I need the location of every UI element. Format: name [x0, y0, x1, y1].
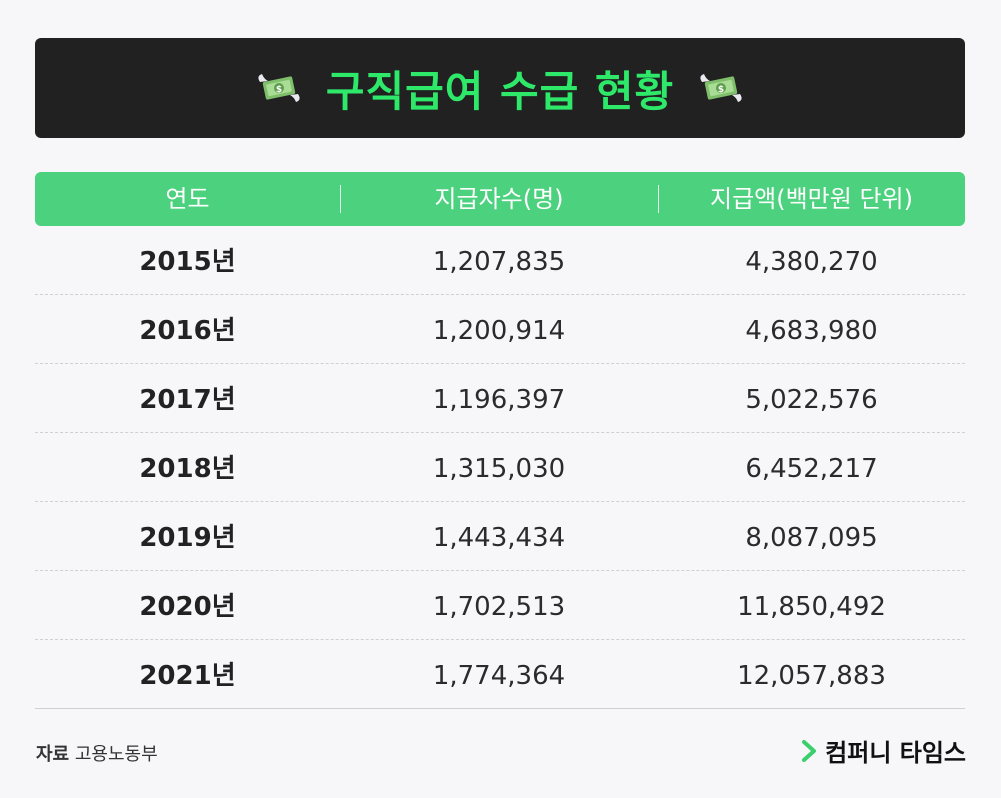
title-bar: $ 구직급여 수급 현황 $	[35, 38, 965, 138]
column-divider	[340, 185, 341, 213]
svg-text:$: $	[718, 85, 724, 95]
count-cell: 1,196,397	[432, 385, 566, 415]
count-cell: 1,702,513	[432, 592, 566, 622]
brand-logo: 컴퍼니 타임스	[801, 733, 966, 768]
page-title: 구직급여 수급 현황	[325, 66, 675, 116]
count-cell: 1,443,434	[432, 523, 566, 553]
amount-cell: 12,057,883	[737, 661, 886, 691]
amount-cell: 4,380,270	[745, 247, 878, 277]
flying-money-icon: $	[258, 74, 300, 102]
table-row: 2017년 1,196,397 5,022,576	[35, 364, 965, 433]
table-row: 2015년 1,207,835 4,380,270	[35, 226, 965, 295]
year-cell: 2016년	[139, 316, 236, 346]
table-row: 2020년 1,702,513 11,850,492	[35, 571, 965, 640]
chevron-right-icon	[802, 739, 817, 762]
count-cell: 1,774,364	[432, 661, 566, 691]
year-cell: 2020년	[139, 592, 236, 622]
amount-cell: 4,683,980	[745, 316, 878, 346]
column-header-count: 지급자수(명)	[434, 185, 564, 213]
column-header-year: 연도	[165, 185, 210, 213]
year-cell: 2019년	[139, 523, 236, 553]
column-header-amount: 지급액(백만원 단위)	[710, 185, 913, 213]
count-cell: 1,207,835	[432, 247, 566, 277]
year-cell: 2017년	[139, 385, 236, 415]
amount-cell: 6,452,217	[745, 454, 878, 484]
table-row: 2021년 1,774,364 12,057,883	[35, 640, 965, 709]
source-value: 고용노동부	[74, 744, 158, 765]
table-row: 2018년 1,315,030 6,452,217	[35, 433, 965, 502]
table-row: 2016년 1,200,914 4,683,980	[35, 295, 965, 364]
table-header: 연도 지급자수(명) 지급액(백만원 단위)	[35, 172, 965, 226]
source-note: 자료 고용노동부	[36, 740, 158, 766]
table-row: 2019년 1,443,434 8,087,095	[35, 502, 965, 571]
amount-cell: 5,022,576	[745, 385, 878, 415]
year-cell: 2018년	[139, 454, 236, 484]
amount-cell: 11,850,492	[737, 592, 886, 622]
year-cell: 2021년	[139, 661, 236, 691]
amount-cell: 8,087,095	[745, 523, 878, 553]
flying-money-icon: $	[700, 74, 742, 102]
year-cell: 2015년	[139, 247, 236, 277]
count-cell: 1,315,030	[432, 454, 566, 484]
svg-text:$: $	[276, 85, 282, 95]
table-body: 2015년 1,207,835 4,380,270 2016년 1,200,91…	[35, 226, 965, 709]
column-divider	[658, 185, 659, 213]
count-cell: 1,200,914	[432, 316, 566, 346]
source-label: 자료	[36, 744, 70, 765]
brand-name: 컴퍼니 타임스	[825, 739, 966, 767]
